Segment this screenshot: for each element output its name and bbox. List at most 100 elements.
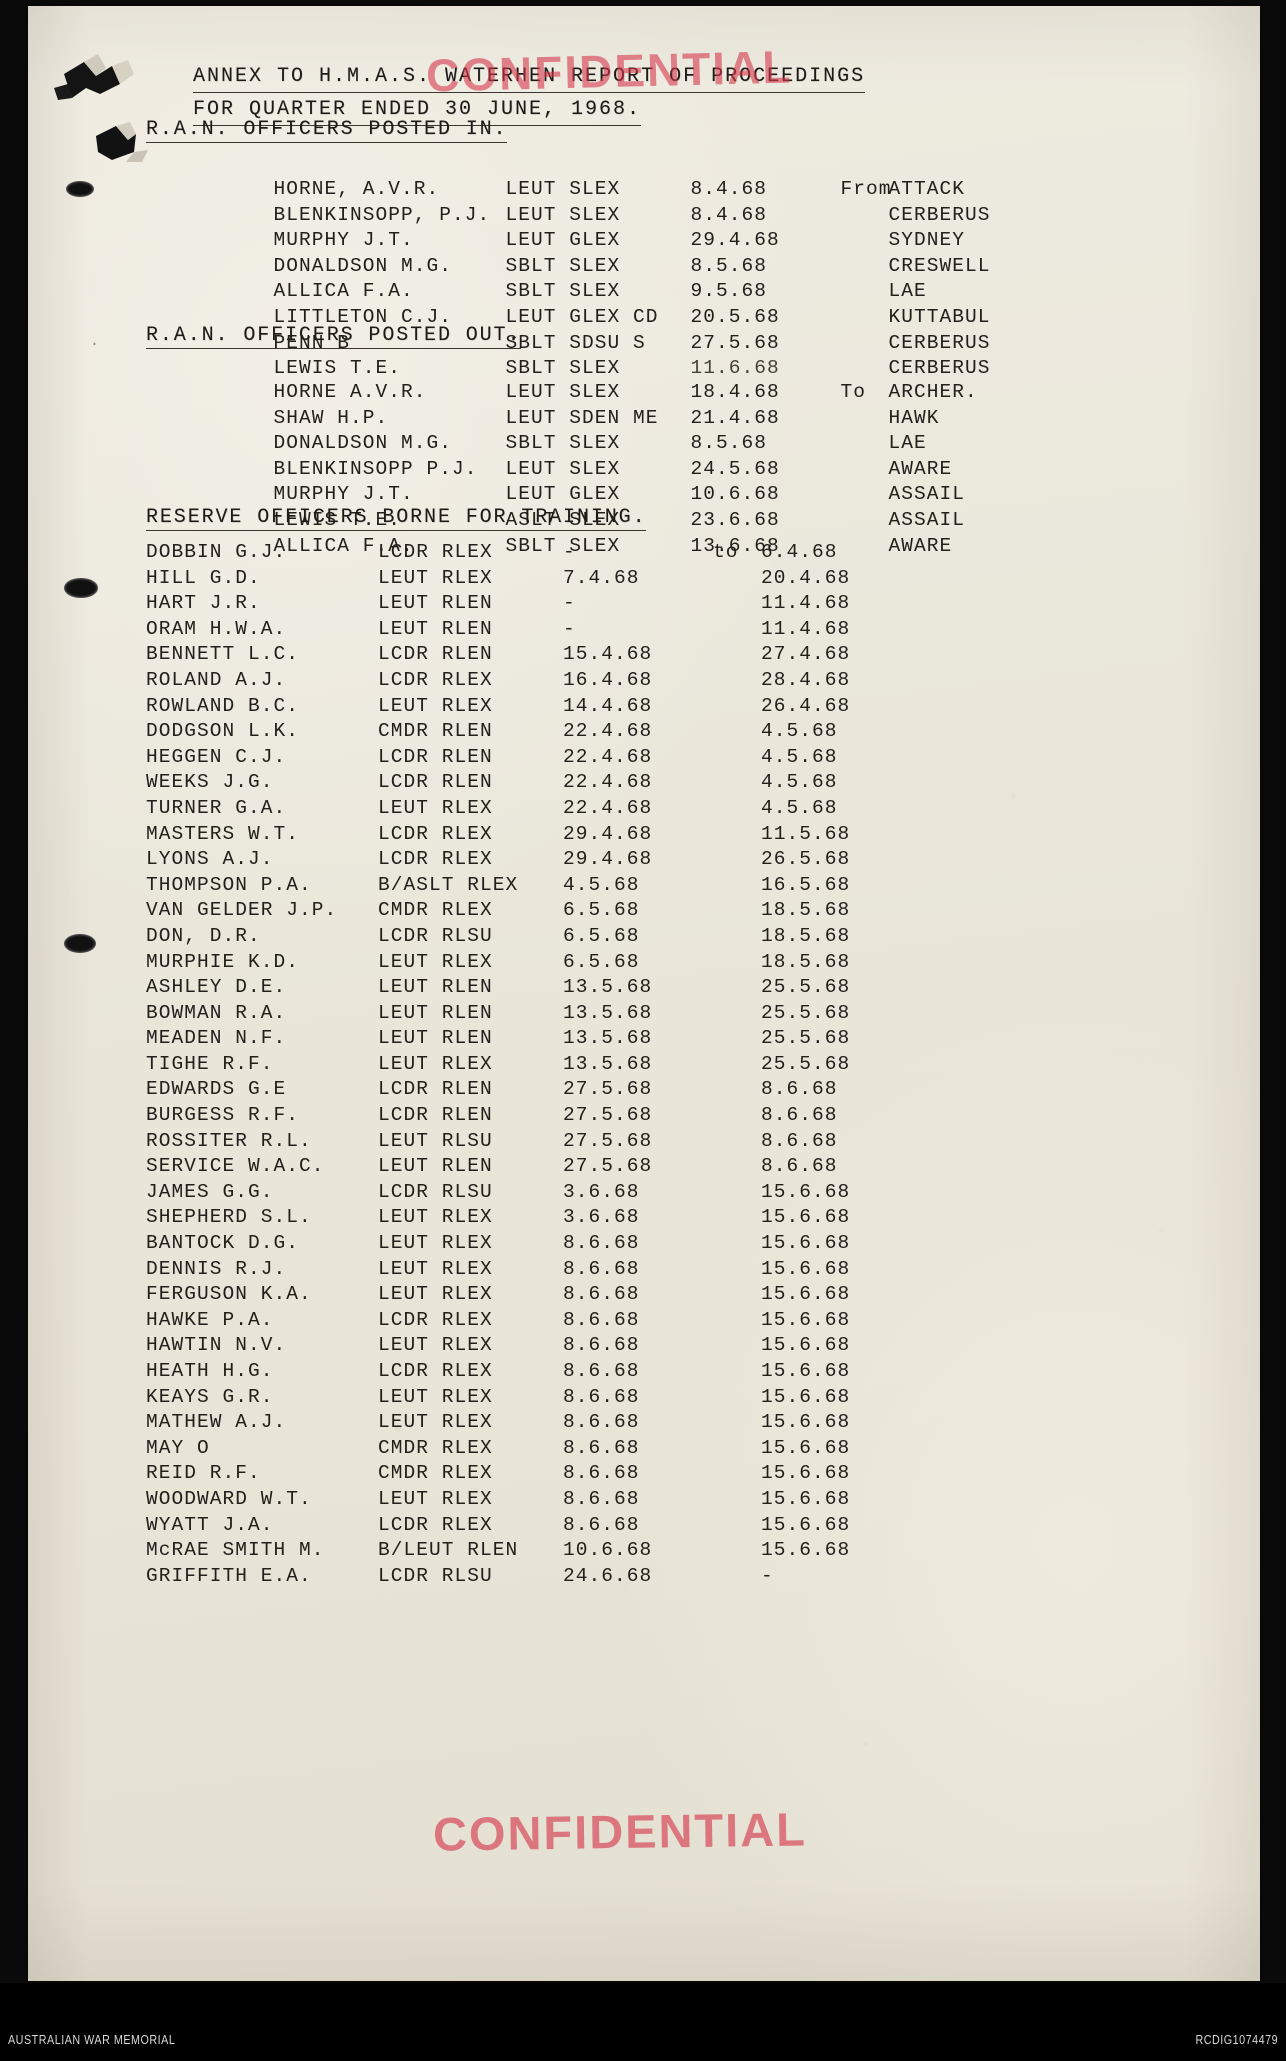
officer-rank: SBLT SDSU S <box>505 331 646 354</box>
officer-name: HAWTIN N.V. <box>146 1334 287 1357</box>
ship-name: CERBERUS <box>888 331 991 354</box>
table-row: DON, D.R. LCDR RLSU 6.5.68 18.5.68 <box>146 925 981 951</box>
training-from-date: 3.6.68 <box>563 1206 640 1229</box>
officer-rank: LCDR RLEX <box>378 1360 493 1382</box>
training-to-date: 25.5.68 <box>761 976 851 999</box>
table-row: MASTERS W.T. LCDR RLEX 29.4.68 11.5.68 <box>146 823 981 849</box>
training-from-date: 8.6.68 <box>563 1360 640 1382</box>
officer-name: HAWKE P.A. <box>146 1308 274 1331</box>
officer-rank: B/LEUT RLEN <box>378 1539 519 1562</box>
officer-name: ROSSITER R.L. <box>146 1129 312 1152</box>
training-from-date: 6.5.68 <box>563 899 640 922</box>
training-to-date: 11.4.68 <box>761 617 851 640</box>
officer-rank: LCDR RLEN <box>378 1104 493 1127</box>
training-to-date: 4.5.68 <box>761 771 838 794</box>
officer-rank: LCDR RLSU <box>378 1564 493 1587</box>
training-to-date: 4.5.68 <box>761 745 838 768</box>
training-from-date: - <box>563 592 576 615</box>
officer-rank: LEUT RLEX <box>378 1232 493 1255</box>
officer-rank: LEUT RLEN <box>378 592 493 615</box>
officer-name: DOBBIN G.J. <box>146 541 287 563</box>
officer-name: ORAM H.W.A. <box>146 617 287 640</box>
table-row: MURPHY J.T. LEUT GLEX 10.6.68 ASSAIL <box>146 461 1109 505</box>
table-row: BLENKINSOPP P.J. LEUT SLEX 24.5.68 AWARE <box>146 436 1109 480</box>
table-row: WYATT J.A. LCDR RLEX 8.6.68 15.6.68 <box>146 1514 981 1540</box>
table-row: DOBBIN G.J. LCDR RLEX - to 6.4.68 <box>146 541 981 567</box>
officer-name: SHAW H.P. <box>273 406 389 429</box>
officer-name: JAMES G.G. <box>146 1180 274 1203</box>
training-to-date: 26.5.68 <box>761 848 851 871</box>
officer-name: WOODWARD W.T. <box>146 1487 312 1510</box>
ship-name: CERBERUS <box>888 357 991 380</box>
training-to-date: 15.6.68 <box>761 1436 851 1459</box>
section-reserve-officers: RESERVE OFFICERS BORNE FOR TRAINING. <box>146 506 647 531</box>
table-row: PENN B SBLT SDSU S 27.5.68 CERBERUS <box>146 310 1109 354</box>
table-row: HART J.R. LEUT RLEN - 11.4.68 <box>146 592 981 618</box>
officer-rank: LCDR RLSU <box>378 1180 493 1203</box>
officer-rank: LEUT SLEX <box>505 457 621 480</box>
officer-rank: LEUT GLEX <box>505 483 621 506</box>
officer-rank: ASLT SLEX <box>505 508 621 531</box>
section-heading: R.A.N. OFFICERS POSTED OUT. <box>146 324 522 349</box>
training-to-date: 16.5.68 <box>761 873 851 896</box>
training-from-date: 29.4.68 <box>563 822 653 845</box>
officer-rank: LEUT RLSU <box>378 1129 493 1152</box>
table-row: MATHEW A.J. LEUT RLEX 8.6.68 15.6.68 <box>146 1411 981 1437</box>
officer-name: DODGSON L.K. <box>146 720 300 743</box>
officer-name: HEATH H.G. <box>146 1360 274 1382</box>
table-row: HEATH H.G. LCDR RLEX 8.6.68 15.6.68 <box>146 1360 981 1386</box>
training-to-date: 15.6.68 <box>761 1539 851 1562</box>
table-row: SERVICE W.A.C. LEUT RLEN 27.5.68 8.6.68 <box>146 1155 981 1181</box>
ship-name: AWARE <box>888 534 953 557</box>
officer-rank: SBLT SLEX <box>505 357 621 380</box>
training-from-date: 8.6.68 <box>563 1487 640 1510</box>
officer-rank: LCDR RLEN <box>378 643 493 666</box>
officer-rank: SBLT SLEX <box>505 254 621 277</box>
table-row: GRIFFITH E.A. LCDR RLSU 24.6.68 - <box>146 1565 981 1591</box>
officer-rank: LEUT RLEX <box>378 1334 493 1357</box>
officer-name: ALLICA F.A. <box>273 534 414 557</box>
table-row: WEEKS J.G. LCDR RLEN 22.4.68 4.5.68 <box>146 771 981 797</box>
training-from-date: 4.5.68 <box>563 873 640 896</box>
title-line-2: FOR QUARTER ENDED 30 JUNE, 1968. <box>193 95 642 126</box>
officer-rank: CMDR RLEX <box>378 1462 493 1485</box>
officer-rank: LEUT RLEX <box>378 950 493 973</box>
training-from-date: 13.5.68 <box>563 1052 653 1075</box>
officer-name: SERVICE W.A.C. <box>146 1155 325 1178</box>
table-row: LITTLETON C.J. LEUT GLEX CD 20.5.68 KUTTABU… <box>146 284 1109 328</box>
ship-name: CERBERUS <box>888 203 991 226</box>
officer-name: GRIFFITH E.A. <box>146 1564 312 1587</box>
posting-date: 9.5.68 <box>690 280 768 303</box>
officer-name: MURPHY J.T. <box>273 229 414 252</box>
table-row: KEAYS G.R. LEUT RLEX 8.6.68 15.6.68 <box>146 1386 981 1412</box>
training-from-date: 27.5.68 <box>563 1078 653 1101</box>
title-line-1: ANNEX TO H.M.A.S. WATERHEN REPORT OF PRO… <box>193 62 866 93</box>
table-row: McRAE SMITH M. B/LEUT RLEN 10.6.68 15.6.68 <box>146 1539 981 1565</box>
officer-name: MASTERS W.T. <box>146 822 300 845</box>
table-row: BENNETT L.C. LCDR RLEN 15.4.68 27.4.68 <box>146 643 981 669</box>
officer-name: THOMPSON P.A. <box>146 873 312 896</box>
posted-out-table: HORNE A.V.R. LEUT SLEX 18.4.68 To ARCHER. SH… <box>146 359 1109 557</box>
document-title: ANNEX TO H.M.A.S. WATERHEN REPORT OF PRO… <box>193 62 1260 126</box>
officer-name: MURPHY J.T. <box>273 483 414 506</box>
officer-name: SHEPHERD S.L. <box>146 1206 312 1229</box>
officer-rank: LEUT RLEX <box>378 1257 493 1280</box>
training-from-date: 27.5.68 <box>563 1155 653 1178</box>
training-to-date: 8.6.68 <box>761 1155 838 1178</box>
posting-date: 8.4.68 <box>690 178 768 200</box>
table-row: LYONS A.J. LCDR RLEX 29.4.68 26.5.68 <box>146 848 981 874</box>
ship-name: ASSAIL <box>888 508 966 531</box>
training-to-date: 27.4.68 <box>761 643 851 666</box>
table-row: ASHLEY D.E. LEUT RLEN 13.5.68 25.5.68 <box>146 976 981 1002</box>
officer-rank: LCDR RLEX <box>378 541 493 563</box>
section-heading: RESERVE OFFICERS BORNE FOR TRAINING. <box>146 506 647 531</box>
table-row: DENNIS R.J. LEUT RLEX 8.6.68 15.6.68 <box>146 1258 981 1284</box>
ship-name: AWARE <box>888 457 953 480</box>
direction-label: From <box>840 178 892 200</box>
table-row: ALLICA F.A. SBLT SLEX 9.5.68 LAE <box>146 258 1109 302</box>
officer-name: WEEKS J.G. <box>146 771 274 794</box>
training-to-date: 8.6.68 <box>761 1129 838 1152</box>
table-row: BANTOCK D.G. LEUT RLEX 8.6.68 15.6.68 <box>146 1232 981 1258</box>
officer-name: BENNETT L.C. <box>146 643 300 666</box>
